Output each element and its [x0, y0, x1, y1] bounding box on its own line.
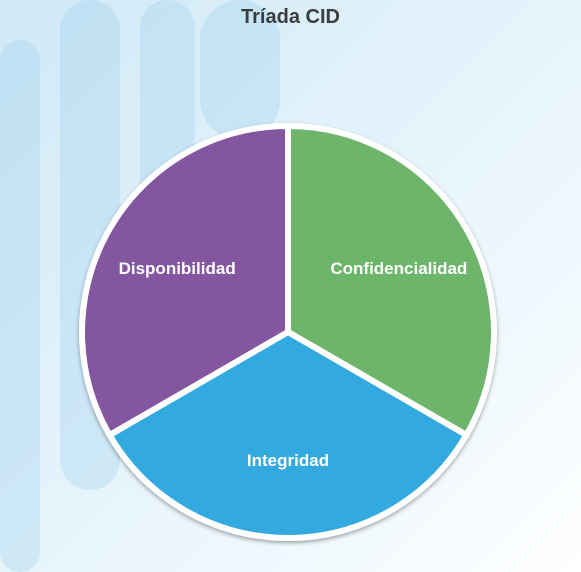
background-pill-4	[200, 0, 280, 140]
slice-label-disponibilidad: Disponibilidad	[119, 259, 236, 278]
diagram-title: Tríada CID	[241, 6, 340, 28]
slice-label-confidencialidad: Confidencialidad	[330, 259, 467, 278]
background-pill-1	[0, 40, 40, 572]
slice-label-integridad: Integridad	[247, 451, 329, 470]
pie-slices	[79, 122, 497, 541]
pie-labels: Confidencialidad Integridad Disponibilidad	[119, 259, 468, 470]
pie-slice-integridad	[105, 328, 471, 541]
pie-slice-confidencialidad	[285, 122, 497, 440]
pie-slice-disponibilidad	[79, 122, 291, 440]
